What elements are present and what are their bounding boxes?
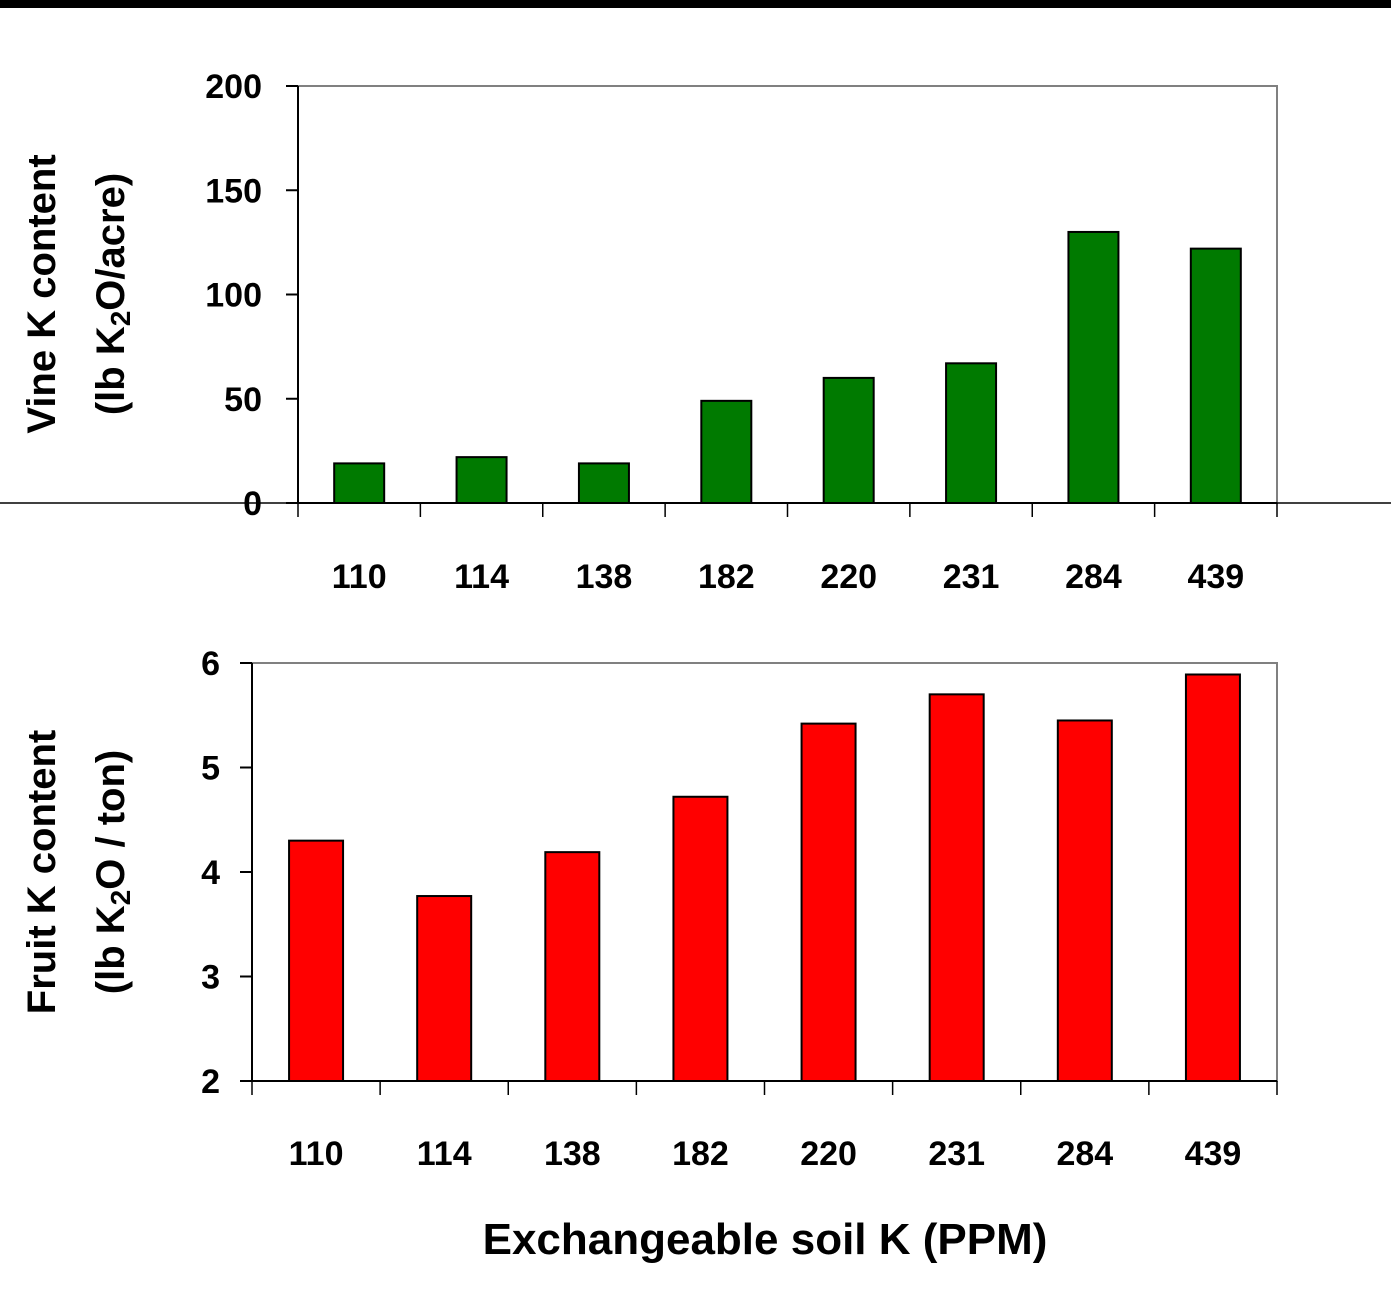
y-axis-title-pre: (lb K <box>89 905 133 994</box>
plot-area-frame <box>251 662 1278 1082</box>
x-tick-label: 439 <box>1187 558 1244 596</box>
x-tick-label: 182 <box>698 558 755 596</box>
y-axis-title-line2: (lb K2O / ton) <box>89 750 136 994</box>
y-tick-label: 50 <box>224 381 262 419</box>
x-tick-label: 284 <box>1065 558 1122 596</box>
bar-110 <box>333 462 386 505</box>
bar-182 <box>672 795 729 1082</box>
y-tick-label: 100 <box>205 277 262 315</box>
x-tick-label: 439 <box>1185 1135 1242 1173</box>
y-tick-label: 2 <box>201 1063 220 1101</box>
y-axis-title-subscript: 2 <box>105 890 136 906</box>
x-tick-label: 114 <box>417 1135 472 1173</box>
vine-k-chart: 0 50 100 150 200 110 114 138 182 220 231 284 439 Vine… <box>0 68 1391 596</box>
x-tick-label: 114 <box>454 558 509 596</box>
x-tick-label: 138 <box>576 558 633 596</box>
x-tick-label: 231 <box>943 558 1000 596</box>
top-border-bar <box>0 0 1391 8</box>
x-tick-label: 110 <box>332 558 387 596</box>
bar-138 <box>544 851 601 1083</box>
x-tick-label: 284 <box>1056 1135 1113 1173</box>
bar-114 <box>416 895 473 1082</box>
y-tick-label: 6 <box>201 645 220 683</box>
bar-439 <box>1184 673 1241 1082</box>
bar-220 <box>800 722 857 1082</box>
x-tick-label: 220 <box>800 1135 857 1173</box>
y-tick-label: 4 <box>201 854 220 892</box>
y-tick-label: 150 <box>205 172 262 210</box>
x-axis-title: Exchangeable soil K (PPM) <box>483 1215 1048 1264</box>
bar-182 <box>700 399 753 504</box>
bar-231 <box>928 693 985 1082</box>
y-axis-title-post: O/acre) <box>89 173 133 311</box>
bar-110 <box>288 839 345 1083</box>
y-tick-label: 0 <box>243 485 262 523</box>
bar-220 <box>822 376 875 504</box>
y-axis-title-subscript: 2 <box>105 311 136 327</box>
y-axis-title-line1: Fruit K content <box>20 730 64 1014</box>
y-tick-label: 200 <box>205 68 262 106</box>
fruit-k-chart: 2 3 4 5 6 110 114 138 182 220 231 284 439 Fruit K con… <box>20 645 1278 1173</box>
bar-284 <box>1067 230 1120 504</box>
y-tick-label: 3 <box>201 959 220 997</box>
plot-area-frame <box>297 85 1278 504</box>
y-tick-label: 5 <box>201 750 220 788</box>
x-tick-label: 231 <box>928 1135 985 1173</box>
y-axis-title-pre: (lb K <box>89 326 133 415</box>
bar-231 <box>945 362 998 504</box>
x-tick-label: 110 <box>289 1135 344 1173</box>
bar-138 <box>577 462 630 505</box>
y-axis-title-post: O / ton) <box>89 750 133 890</box>
bar-284 <box>1056 719 1113 1082</box>
y-axis-title-line1: Vine K content <box>20 154 64 433</box>
bar-114 <box>455 456 508 505</box>
x-tick-label: 182 <box>672 1135 729 1173</box>
bar-439 <box>1189 247 1242 504</box>
x-tick-label: 220 <box>820 558 877 596</box>
y-axis-title-line2: (lb K2O/acre) <box>89 173 136 415</box>
x-tick-label: 138 <box>544 1135 601 1173</box>
